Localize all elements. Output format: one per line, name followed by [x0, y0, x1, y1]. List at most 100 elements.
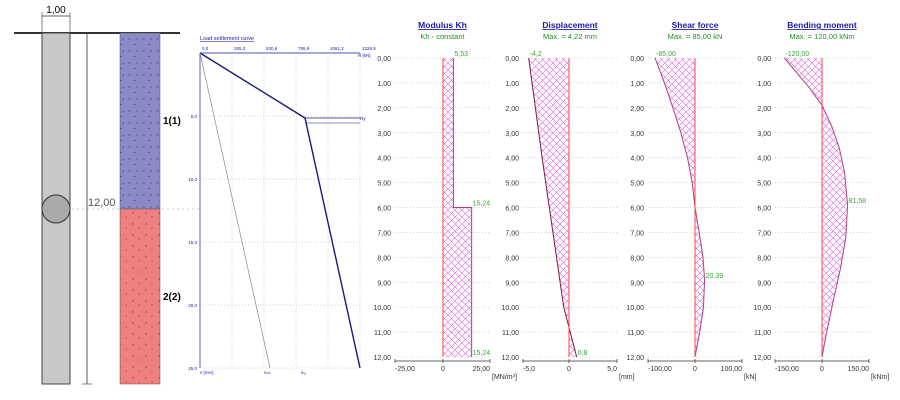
value-label: -85,00: [656, 51, 676, 58]
diagram-title: Modulus Kh: [418, 20, 467, 30]
depth-tick: 3,00: [377, 131, 391, 138]
depth-tick: 7,00: [505, 230, 519, 237]
diagram-curve: [452, 58, 473, 357]
lsc-y-tick: 5,0: [191, 114, 198, 119]
depth-tick: 10,00: [501, 305, 519, 312]
lsc-reference-line: [199, 52, 271, 369]
diagram-area: [784, 58, 848, 357]
depth-tick: 6,00: [757, 206, 771, 213]
x-unit: [kN]: [744, 374, 757, 381]
depth-tick: 8,00: [757, 255, 771, 262]
depth-tick: 6,00: [505, 206, 519, 213]
diagram-curve: [528, 57, 578, 358]
depth-tick: 4,00: [377, 156, 391, 163]
lsc-y-tick: 25,0: [188, 366, 197, 371]
soil-layer-2: [119, 208, 161, 385]
x-tick: 150,00: [848, 366, 870, 373]
x-tick: -25,00: [395, 366, 415, 373]
pile-length-label: 12,00: [88, 197, 116, 209]
depth-tick: 4,00: [757, 156, 771, 163]
depth-tick: 2,00: [630, 106, 644, 113]
lsc-ry-label: Ry: [360, 116, 366, 121]
depth-tick: 8,00: [505, 255, 519, 262]
lsc-x-tick: 265,3: [234, 46, 246, 51]
depth-tick: 4,00: [630, 156, 644, 163]
pile-diameter-label: 1,00: [46, 5, 66, 16]
x-tick: 0: [441, 366, 445, 373]
soil-layer-2-label: 2(2): [163, 292, 181, 303]
depth-tick: 12,00: [373, 355, 391, 362]
lsc-curve: [199, 52, 361, 369]
depth-tick: 0,00: [505, 56, 519, 63]
depth-tick: 8,00: [377, 255, 391, 262]
depth-tick: 11,00: [374, 330, 391, 337]
value-label: 20,39: [706, 273, 724, 280]
lsc-x-tick: 0,0: [202, 46, 209, 51]
depth-tick: 0,00: [377, 56, 391, 63]
depth-tick: 1,00: [757, 81, 771, 88]
x-tick: -100,00: [648, 366, 672, 373]
diagram-subtitle: Max. = 120,00 kNm: [789, 32, 854, 41]
soil-layer-1: [119, 32, 161, 210]
depth-tick: 4,00: [505, 156, 519, 163]
diagram-title: Bending moment: [787, 20, 857, 30]
x-tick: 0: [693, 366, 697, 373]
depth-tick: 5,00: [377, 181, 391, 188]
x-tick: -150,00: [775, 366, 799, 373]
value-label: 15,24: [473, 201, 491, 208]
diagram-curve: [784, 57, 849, 358]
load-settlement-chart: Load settlement curve 0,0 265,3 530,6 795,9…: [188, 36, 376, 375]
lsc-marker-1: sₗᵢₘ: [264, 370, 271, 375]
x-unit: [kNm]: [871, 374, 889, 381]
depth-tick: 3,00: [505, 131, 519, 138]
value-label: 81,58: [849, 198, 867, 205]
depth-tick: 11,00: [627, 330, 644, 337]
pile-sketch: 1,00 12,00: [14, 5, 200, 385]
diagram-subtitle: Max. = 85,00 kN: [668, 32, 723, 41]
lsc-y-unit: s [mm]: [200, 370, 214, 375]
depth-tick: 0,00: [757, 56, 771, 63]
value-label: 5,53: [454, 51, 468, 58]
x-tick: 5,0: [607, 366, 617, 373]
depth-tick: 9,00: [505, 280, 519, 287]
depth-tick: 1,00: [377, 81, 391, 88]
depth-tick: 11,00: [754, 330, 771, 337]
depth-tick: 0,00: [630, 56, 644, 63]
depth-tick: 8,00: [630, 255, 644, 262]
depth-tick: 2,00: [377, 106, 391, 113]
depth-tick: 12,00: [753, 355, 771, 362]
depth-tick: 10,00: [753, 305, 771, 312]
depth-tick: 1,00: [630, 81, 644, 88]
lsc-y-tick: 20,0: [188, 303, 197, 308]
depth-tick: 10,00: [626, 305, 644, 312]
depth-tick: 7,00: [757, 230, 771, 237]
x-unit: [mm]: [619, 374, 635, 381]
x-tick: 0: [567, 366, 571, 373]
lsc-x-tick: 1061,2: [330, 46, 344, 51]
lsc-title: Load settlement curve: [200, 36, 254, 42]
diagram-title: Displacement: [542, 20, 597, 30]
value-label: 0,8: [578, 350, 588, 357]
depth-tick: 9,00: [630, 280, 644, 287]
x-tick: 25,00: [472, 366, 490, 373]
depth-tick: 9,00: [757, 280, 771, 287]
depth-tick: 5,00: [757, 181, 771, 188]
value-label: 15,24: [473, 350, 491, 357]
lsc-x-tick: 795,9: [298, 46, 310, 51]
value-label: -4,2: [530, 51, 542, 58]
soil-layer-1-label: 1(1): [163, 116, 181, 127]
x-unit: [MN/m³]: [492, 374, 517, 381]
depth-tick: 2,00: [757, 106, 771, 113]
lsc-x-tick: 530,6: [266, 46, 278, 51]
diagram-3: Shear force Max. = 85,00 kN 0,00 1,00 2,00 3,…: [626, 20, 756, 381]
diagram-title: Shear force: [672, 20, 719, 30]
diagram-area: [655, 58, 705, 357]
depth-tick: 9,00: [377, 280, 391, 287]
depth-tick: 5,00: [630, 181, 644, 188]
diagram-subtitle: Max. = 4,22 mm: [543, 32, 597, 41]
soil-profile: 1(1) 2(2): [119, 32, 181, 385]
depth-tick: 6,00: [377, 206, 391, 213]
diagram-1: Modulus Kh Kh - constant 0,00 1,00 2,00 3,00 4…: [373, 20, 516, 381]
depth-tick: 7,00: [630, 230, 644, 237]
